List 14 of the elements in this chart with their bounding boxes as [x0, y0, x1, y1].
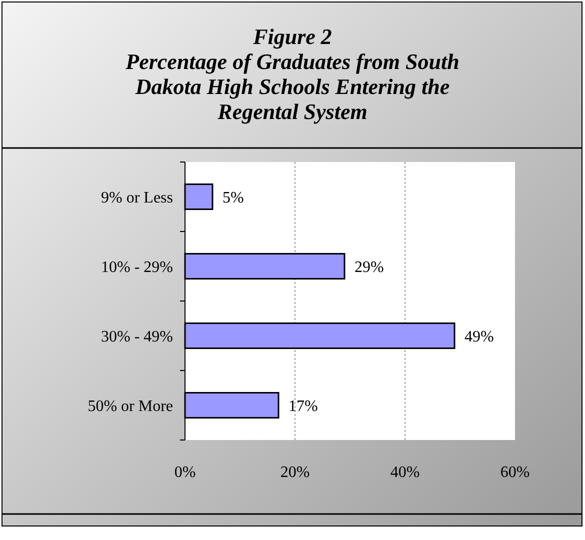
x-tick-label: 40%: [390, 464, 420, 481]
chart-subtitle: Percentage of Graduates from South Dakota High Schools Entering the Regental System: [124, 49, 460, 124]
y-tick-label: 10% - 29%: [101, 258, 173, 276]
x-tick-label: 0%: [174, 464, 196, 481]
y-tick-label: 30% - 49%: [101, 328, 173, 346]
y-tick-label: 50% or More: [88, 398, 173, 415]
x-tick-label: 20%: [280, 464, 310, 481]
data-label: 29%: [354, 258, 384, 276]
y-tick-label: 9% or Less: [101, 189, 173, 206]
data-label: 5%: [222, 189, 244, 206]
x-tick-label: 60%: [500, 464, 530, 481]
data-label: 49%: [464, 328, 494, 346]
data-label: 17%: [288, 398, 318, 415]
chart-title: Figure 2: [252, 24, 332, 49]
